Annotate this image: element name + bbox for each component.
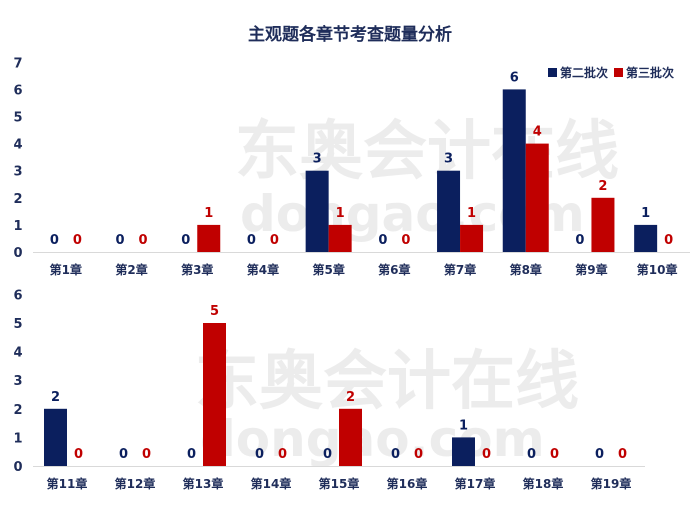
data-label: 1 <box>459 418 468 433</box>
x-tick-label: 第18章 <box>523 476 564 491</box>
bar-series2 <box>203 323 226 466</box>
y-tick-label: 6 <box>13 288 22 303</box>
data-label: 0 <box>323 447 332 462</box>
bar-series1 <box>44 408 67 466</box>
data-label: 0 <box>247 233 256 248</box>
data-label: 0 <box>73 233 82 248</box>
data-label: 2 <box>51 390 60 405</box>
data-label: 1 <box>641 206 650 221</box>
data-label: 0 <box>270 233 279 248</box>
data-label: 2 <box>598 179 607 194</box>
legend-swatch <box>614 68 624 77</box>
bar-series1 <box>437 170 461 252</box>
y-tick-label: 4 <box>13 138 22 153</box>
x-tick-label: 第12章 <box>115 476 156 491</box>
x-tick-label: 第15章 <box>319 476 360 491</box>
bar-series1 <box>634 224 658 252</box>
legend-item-series2: 第三批次 <box>614 64 674 81</box>
x-tick-label: 第8章 <box>510 262 542 277</box>
data-label: 6 <box>510 70 519 85</box>
data-label: 0 <box>50 233 59 248</box>
data-label: 0 <box>119 447 128 462</box>
data-label: 0 <box>181 233 190 248</box>
data-label: 0 <box>278 447 287 462</box>
x-tick-label: 第1章 <box>50 262 82 277</box>
chart-title: 主观题各章节考查题量分析 <box>248 25 452 45</box>
bar-series1 <box>502 89 526 253</box>
x-tick-label: 第2章 <box>115 262 147 277</box>
y-tick-label: 3 <box>13 374 22 389</box>
data-label: 0 <box>595 447 604 462</box>
data-label: 0 <box>482 447 491 462</box>
data-label: 0 <box>618 447 627 462</box>
y-tick-label: 4 <box>13 346 22 361</box>
legend: 第二批次 第三批次 <box>548 64 674 81</box>
data-label: 3 <box>313 152 322 167</box>
legend-label: 第三批次 <box>626 66 675 80</box>
data-label: 0 <box>255 447 264 462</box>
x-tick-label: 第14章 <box>251 476 292 491</box>
data-label: 1 <box>467 206 476 221</box>
bar-series1 <box>305 170 329 252</box>
bar-series2 <box>339 408 362 466</box>
y-tick-label: 2 <box>13 403 22 418</box>
x-tick-label: 第5章 <box>312 262 344 277</box>
x-tick-label: 第16章 <box>387 476 428 491</box>
data-label: 1 <box>336 206 345 221</box>
y-tick-label: 0 <box>13 246 22 261</box>
data-label: 0 <box>391 447 400 462</box>
legend-swatch <box>548 68 557 77</box>
x-tick-label: 第7章 <box>444 262 476 277</box>
y-tick-label: 1 <box>13 431 22 446</box>
data-label: 0 <box>139 233 148 248</box>
data-label: 0 <box>378 233 387 248</box>
y-tick-label: 1 <box>13 219 22 234</box>
data-label: 2 <box>346 390 355 405</box>
bar-series2 <box>591 197 615 252</box>
bar-series1 <box>452 437 475 466</box>
data-label: 0 <box>401 233 410 248</box>
x-tick-label: 第9章 <box>575 262 607 277</box>
legend-item-series1: 第二批次 <box>548 64 608 81</box>
data-label: 0 <box>414 447 423 462</box>
y-tick-label: 5 <box>13 317 22 332</box>
x-tick-label: 第19章 <box>591 476 632 491</box>
bar-series2 <box>460 224 484 252</box>
data-label: 0 <box>74 447 83 462</box>
x-tick-label: 第13章 <box>183 476 224 491</box>
data-label: 0 <box>142 447 151 462</box>
data-label: 0 <box>527 447 536 462</box>
x-tick-label: 第11章 <box>47 476 88 491</box>
y-tick-label: 5 <box>13 111 22 126</box>
y-tick-label: 7 <box>13 56 22 71</box>
data-label: 5 <box>210 304 219 319</box>
legend-label: 第二批次 <box>560 66 609 80</box>
bar-series2 <box>525 143 549 252</box>
x-tick-label: 第4章 <box>247 262 279 277</box>
y-tick-label: 6 <box>13 83 22 98</box>
y-tick-label: 0 <box>13 460 22 475</box>
y-tick-label: 2 <box>13 192 22 207</box>
data-label: 3 <box>444 152 453 167</box>
data-label: 0 <box>187 447 196 462</box>
x-tick-label: 第6章 <box>378 262 410 277</box>
data-label: 0 <box>664 233 673 248</box>
data-label: 0 <box>550 447 559 462</box>
x-tick-label: 第10章 <box>637 262 678 277</box>
bar-series2 <box>197 224 221 252</box>
bar-series2 <box>328 224 352 252</box>
data-label: 0 <box>575 233 584 248</box>
data-label: 1 <box>204 206 213 221</box>
y-tick-label: 3 <box>13 165 22 180</box>
data-label: 4 <box>533 125 542 140</box>
data-label: 0 <box>116 233 125 248</box>
x-tick-label: 第3章 <box>181 262 213 277</box>
x-tick-label: 第17章 <box>455 476 496 491</box>
